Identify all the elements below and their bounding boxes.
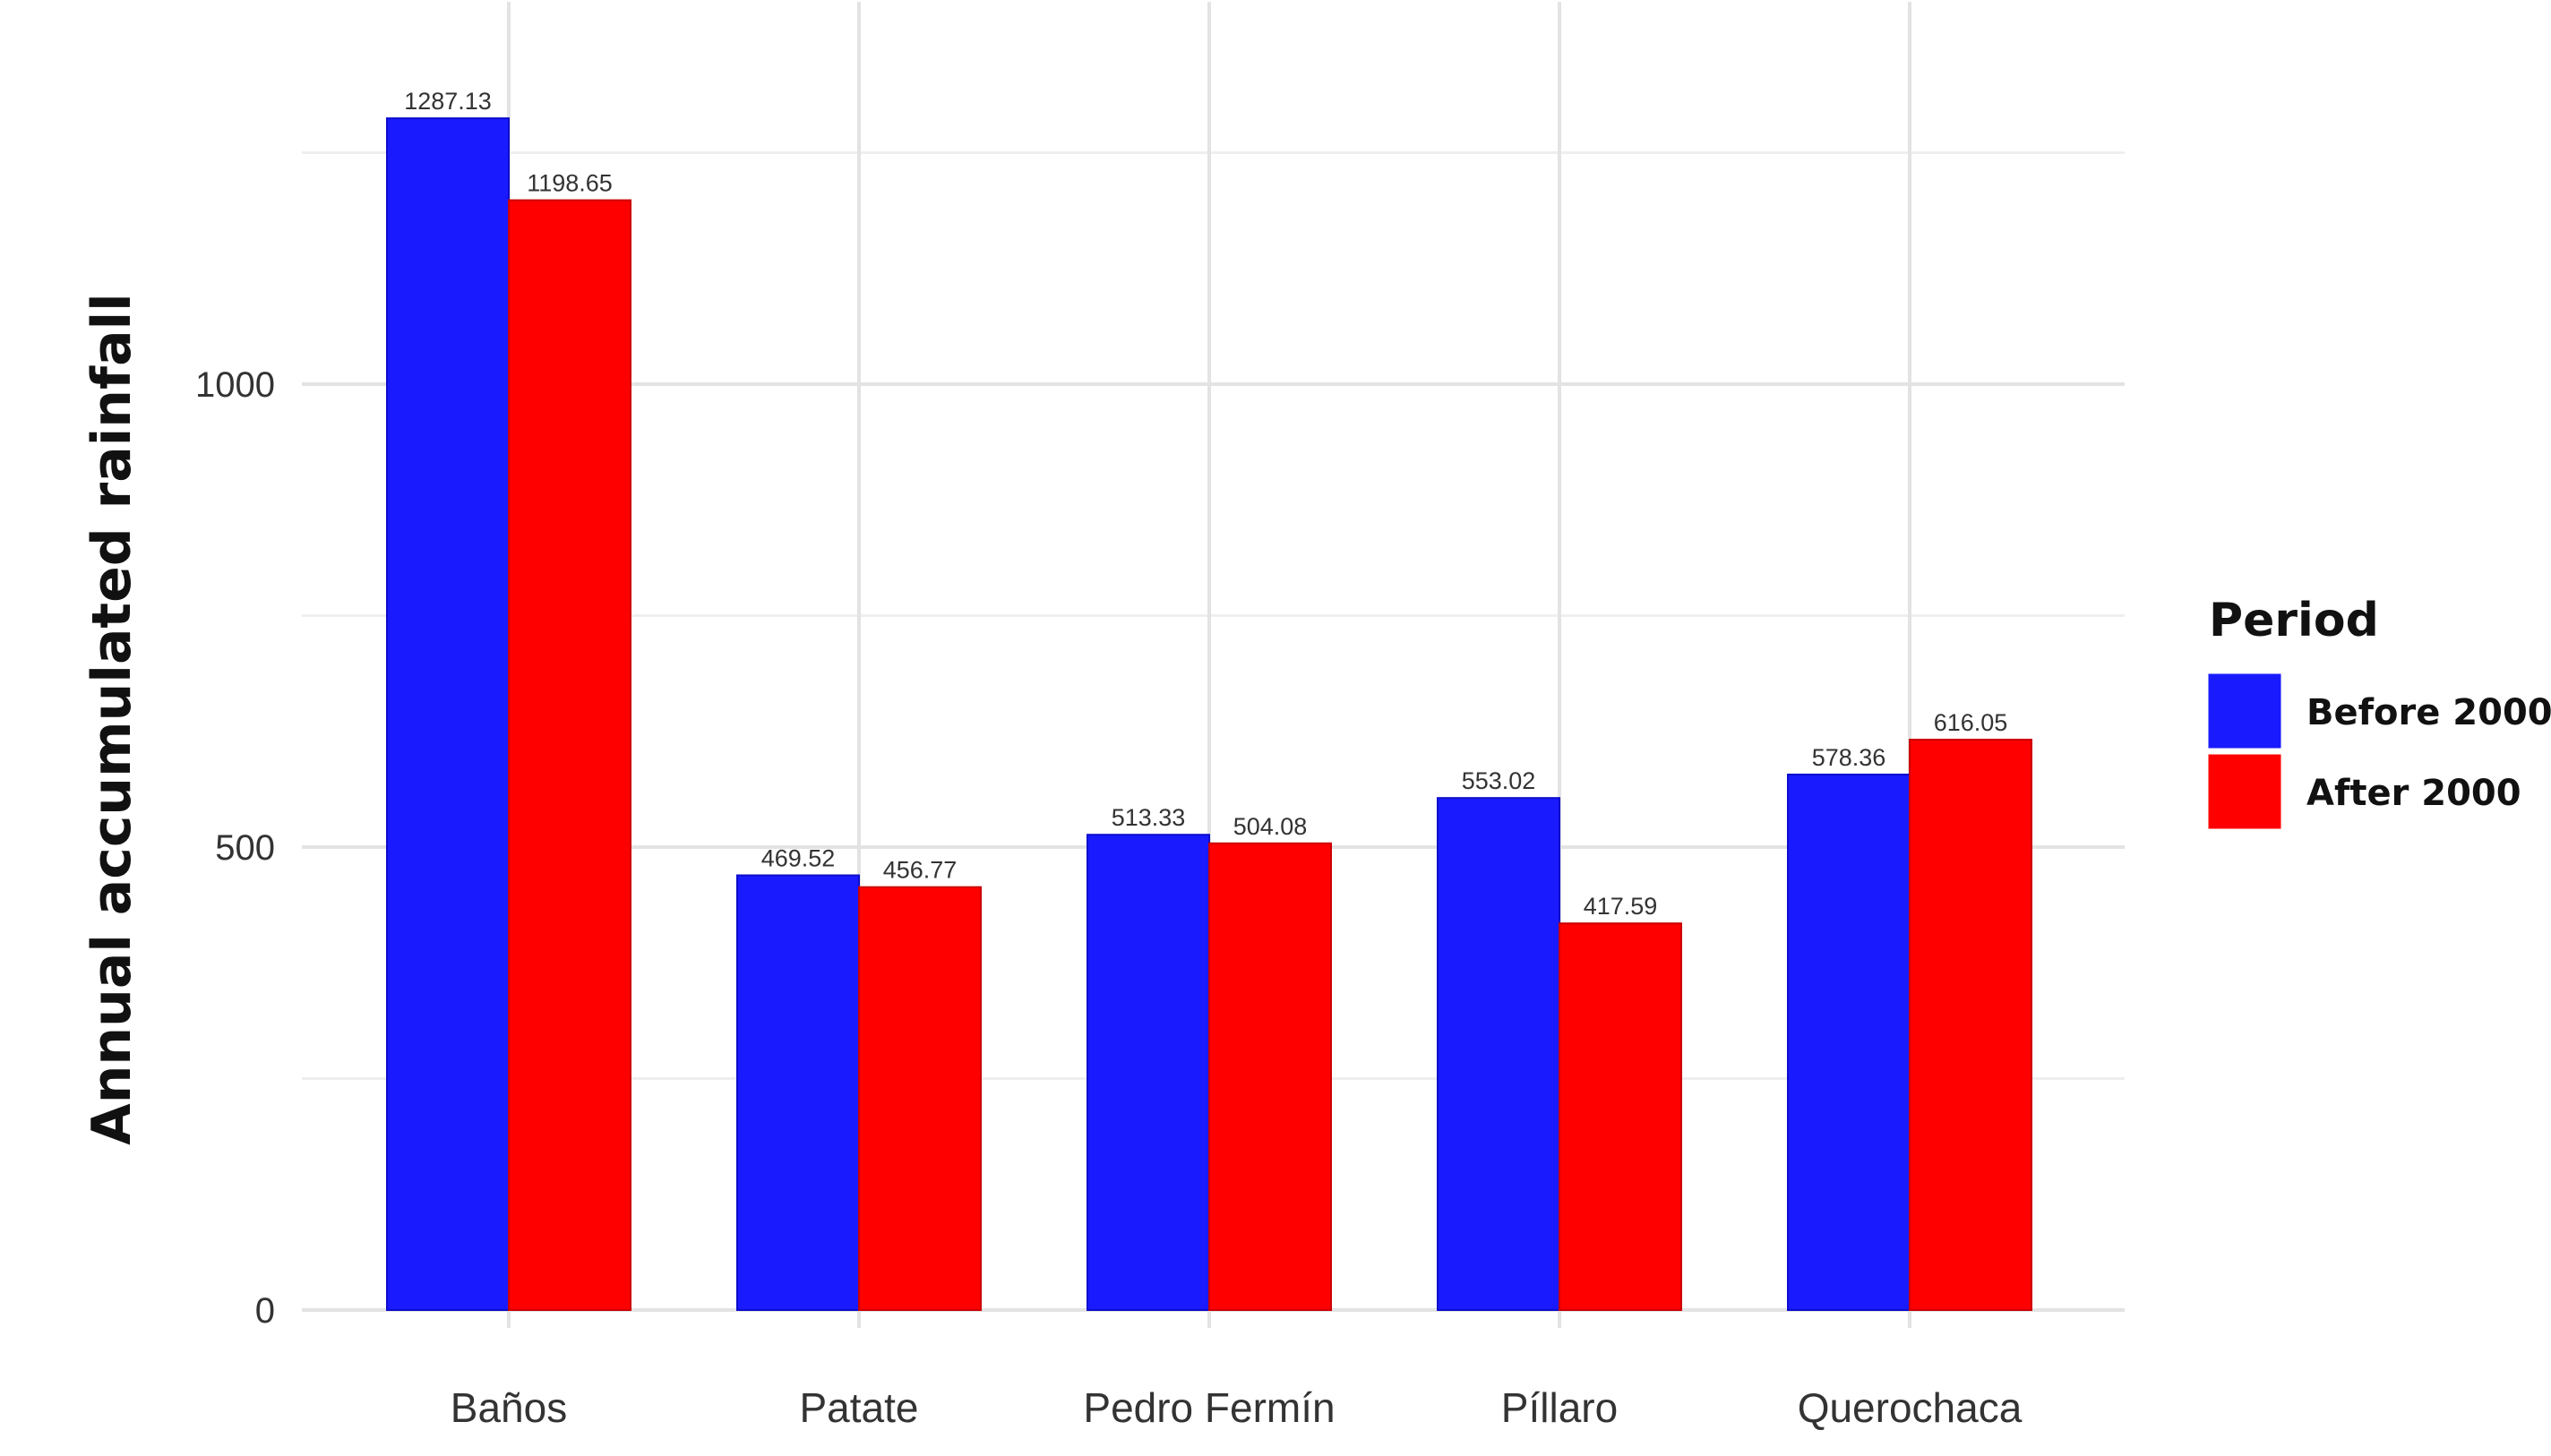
data-labels: 1287.13 469.52 513.33 553.02 578.36 1198.65 45…: [404, 88, 2007, 920]
bar-value-label: 504.08: [1233, 813, 1308, 840]
bar-value-label: 578.36: [1812, 744, 1886, 771]
legend-label: After 2000: [2306, 773, 2521, 814]
x-category-label: Pedro Fermín: [1083, 1384, 1335, 1431]
legend-key-after-2000: [2205, 751, 2284, 832]
bar-after-2000: [1909, 739, 2032, 1311]
x-axis-ticks: Baños Patate Pedro Fermín Píllaro Querochaca: [451, 1384, 2023, 1431]
bar-after-2000: [1208, 842, 1332, 1311]
bar-before-2000: [736, 874, 860, 1311]
y-axis-ticks: 0 500 1000: [195, 365, 275, 1331]
bar-before-2000: [386, 117, 510, 1312]
bar-before-2000: [1087, 834, 1210, 1311]
bar-value-label: 1198.65: [527, 170, 613, 197]
bar-value-label: 553.02: [1462, 767, 1536, 794]
bars: [386, 117, 2032, 1312]
bar-after-2000: [508, 199, 631, 1311]
legend-label: Before 2000: [2306, 692, 2551, 733]
bar-after-2000: [858, 886, 982, 1311]
bar-value-label: 469.52: [761, 845, 836, 872]
legend-key-before-2000: [2205, 671, 2284, 751]
bar-value-label: 513.33: [1112, 804, 1186, 831]
bar-value-label: 1287.13: [404, 88, 492, 115]
y-tick-label: 0: [255, 1291, 275, 1331]
bar-after-2000: [1559, 922, 1682, 1311]
x-category-label: Píllaro: [1501, 1384, 1618, 1431]
x-category-label: Patate: [800, 1384, 919, 1431]
y-tick-label: 1000: [195, 365, 275, 405]
bar-value-label: 616.05: [1934, 709, 2008, 736]
bar-value-label: 417.59: [1584, 893, 1658, 920]
y-tick-label: 500: [215, 828, 275, 868]
x-category-label: Querochaca: [1798, 1384, 2023, 1431]
x-category-label: Baños: [451, 1384, 567, 1431]
y-axis-title: Annual accumulated rainfall: [81, 293, 143, 1144]
bar-value-label: 456.77: [883, 857, 958, 884]
legend-title: Period: [2209, 594, 2379, 647]
bar-before-2000: [1787, 773, 1911, 1311]
legend: Period Before 2000 After 2000: [2205, 594, 2551, 832]
bar-before-2000: [1437, 797, 1560, 1311]
